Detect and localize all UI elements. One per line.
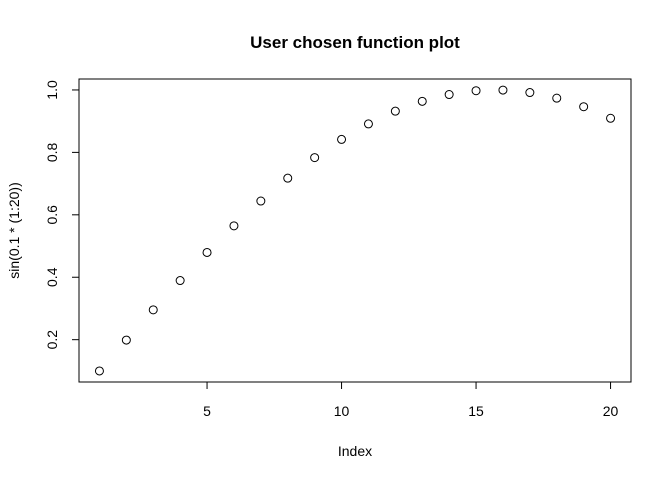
y-tick-label: 0.4 bbox=[44, 267, 60, 287]
y-tick-label: 1.0 bbox=[44, 80, 60, 100]
data-point bbox=[552, 93, 562, 103]
x-tick-label: 15 bbox=[468, 403, 484, 419]
data-point bbox=[283, 173, 293, 183]
data-point bbox=[417, 96, 427, 106]
x-tick-label: 10 bbox=[334, 403, 350, 419]
data-point bbox=[148, 305, 158, 315]
data-point bbox=[363, 119, 373, 129]
y-tick-label: 0.2 bbox=[44, 330, 60, 350]
data-point bbox=[471, 86, 481, 96]
x-axis-label: Index bbox=[338, 443, 372, 459]
data-point bbox=[256, 196, 266, 206]
y-tick-label: 0.6 bbox=[44, 205, 60, 225]
data-point bbox=[606, 113, 616, 123]
data-point bbox=[229, 221, 239, 231]
data-point bbox=[175, 276, 185, 286]
data-point bbox=[390, 106, 400, 116]
data-point bbox=[579, 102, 589, 112]
x-tick-label: 20 bbox=[603, 403, 619, 419]
y-axis-label: sin(0.1 * (1:20)) bbox=[6, 182, 22, 278]
x-axis: 5 10 15 20 bbox=[203, 381, 619, 419]
y-axis: 0.2 0.4 0.6 0.8 1.0 bbox=[44, 80, 80, 350]
data-point bbox=[310, 153, 320, 163]
y-tick-label: 0.8 bbox=[44, 142, 60, 162]
plot-frame bbox=[78, 78, 632, 383]
data-point bbox=[202, 247, 212, 257]
data-point bbox=[498, 85, 508, 95]
data-point bbox=[444, 90, 454, 100]
data-point bbox=[94, 366, 104, 376]
data-point bbox=[121, 335, 131, 345]
chart-title: User chosen function plot bbox=[250, 33, 460, 52]
x-tick-label: 5 bbox=[203, 403, 211, 419]
data-point bbox=[337, 134, 347, 144]
data-points bbox=[94, 85, 616, 376]
data-point bbox=[525, 88, 535, 98]
